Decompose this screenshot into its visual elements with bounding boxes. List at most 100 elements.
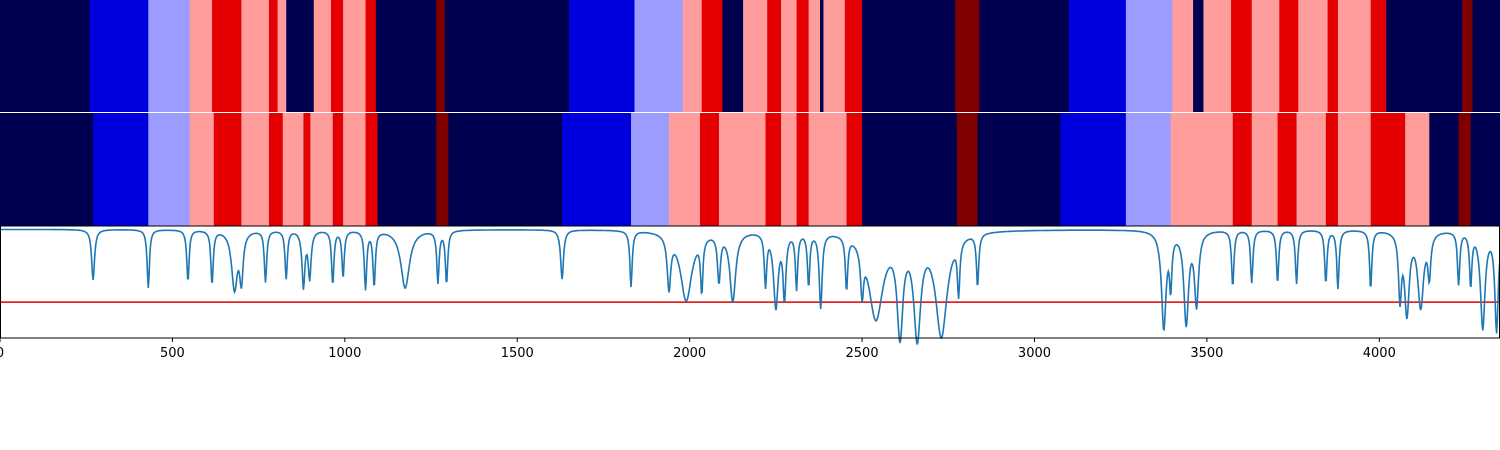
heatmap-cell <box>365 0 377 112</box>
heatmap-cell <box>765 113 782 226</box>
heatmap-cell <box>1277 113 1297 226</box>
x-tick-label: 1500 <box>501 346 534 361</box>
x-tick-label: 1000 <box>328 346 361 361</box>
x-tick-label: 4000 <box>1363 346 1396 361</box>
heatmap-cell <box>1327 0 1339 112</box>
x-tick-label: 2500 <box>846 346 879 361</box>
heatmap-cell <box>668 113 701 226</box>
x-tick-label: 3500 <box>1190 346 1223 361</box>
heatmap-cell <box>823 0 828 112</box>
heatmap-cell <box>365 113 378 226</box>
x-tick-label: 3000 <box>1018 346 1051 361</box>
heatmap-cell <box>977 113 1061 226</box>
heatmap-cell <box>808 113 847 226</box>
heatmap-cell <box>1231 0 1253 112</box>
heatmap-cell <box>212 0 242 112</box>
heatmap-cell <box>268 113 284 226</box>
heatmap-cell <box>1279 0 1299 112</box>
heatmap-cell <box>1337 113 1372 226</box>
heatmap-cell <box>1170 113 1234 226</box>
heatmap-cell <box>0 113 94 226</box>
heatmap-cell <box>1193 0 1204 112</box>
heatmap-cell <box>956 113 978 226</box>
heatmap-cell <box>268 0 278 112</box>
heatmap-cell <box>148 113 191 226</box>
heatmap-cell <box>1370 113 1406 226</box>
heatmap-cell <box>303 113 311 226</box>
heatmap-cell <box>826 0 846 112</box>
heatmap-cell <box>1125 113 1172 226</box>
heatmap-cell <box>1470 113 1500 226</box>
heatmap-cell <box>767 0 782 112</box>
heatmap-cell <box>1370 0 1387 112</box>
heatmap-cell <box>189 113 215 226</box>
x-tick-label: 2000 <box>673 346 706 361</box>
heatmap-cell <box>1232 113 1253 226</box>
heatmap-cell <box>1472 0 1500 112</box>
heatmap-cell <box>343 0 366 112</box>
heatmap-middle-panel <box>0 113 1500 226</box>
heatmap-cell <box>1386 0 1463 112</box>
heatmap-cell <box>241 113 270 226</box>
heatmap-cell <box>377 113 437 226</box>
heatmap-cell <box>189 0 213 112</box>
heatmap-cell <box>862 113 958 226</box>
heatmap-cell <box>1337 0 1372 112</box>
heatmap-cell <box>1251 113 1278 226</box>
heatmap-cell <box>1462 0 1473 112</box>
heatmap-cell <box>701 0 723 112</box>
heatmap-top-panel <box>0 0 1500 112</box>
heatmap-cell <box>718 113 766 226</box>
heatmap-cell <box>1068 0 1127 112</box>
heatmap-cell <box>89 0 149 112</box>
heatmap-cell <box>313 0 332 112</box>
heatmap-cell <box>631 113 670 226</box>
heatmap-cell <box>562 113 632 226</box>
x-tick-label: 0 <box>0 346 4 361</box>
heatmap-cell <box>1405 113 1430 226</box>
line-plot-panel <box>0 225 1500 345</box>
heatmap-cell <box>796 0 810 112</box>
heatmap-cell <box>343 113 366 226</box>
heatmap-cell <box>310 113 334 226</box>
heatmap-cell <box>277 0 287 112</box>
heatmap-cell <box>722 0 744 112</box>
heatmap-cell <box>1458 113 1472 226</box>
heatmap-cell <box>568 0 635 112</box>
heatmap-cell <box>634 0 684 112</box>
heatmap-cell <box>700 113 720 226</box>
heatmap-cell <box>979 0 1070 112</box>
heatmap-cell <box>820 0 824 112</box>
heatmap-cell <box>808 0 821 112</box>
heatmap-cell <box>1125 0 1173 112</box>
heatmap-cell <box>213 113 242 226</box>
heatmap-cell <box>93 113 149 226</box>
heatmap-cell <box>436 0 446 112</box>
heatmap-cell <box>1203 0 1232 112</box>
heatmap-cell <box>781 0 797 112</box>
heatmap-cell <box>743 0 768 112</box>
heatmap-cell <box>444 0 570 112</box>
heatmap-cell <box>1060 113 1127 226</box>
heatmap-cell <box>0 0 91 112</box>
heatmap-cell <box>781 113 797 226</box>
heatmap-cell <box>955 0 980 112</box>
x-axis: 0 500 1000 1500 2000 2500 3000 3500 4000 <box>0 338 1396 361</box>
heatmap-cell <box>844 0 863 112</box>
heatmap-cell <box>862 0 956 112</box>
heatmap-cell <box>1429 113 1460 226</box>
heatmap-cell <box>1172 0 1194 112</box>
heatmap-cell <box>331 0 344 112</box>
heatmap-cell <box>148 0 191 112</box>
heatmap-cell <box>448 113 563 226</box>
heatmap-cell <box>846 113 863 226</box>
heatmap-cell <box>1296 113 1327 226</box>
heatmap-cell <box>282 113 304 226</box>
heatmap-cell <box>332 113 344 226</box>
heatmap-cell <box>241 0 270 112</box>
heatmap-cell <box>436 113 449 226</box>
heatmap-cell <box>1298 0 1328 112</box>
heatmap-cell <box>796 113 810 226</box>
heatmap-cell <box>286 0 315 112</box>
